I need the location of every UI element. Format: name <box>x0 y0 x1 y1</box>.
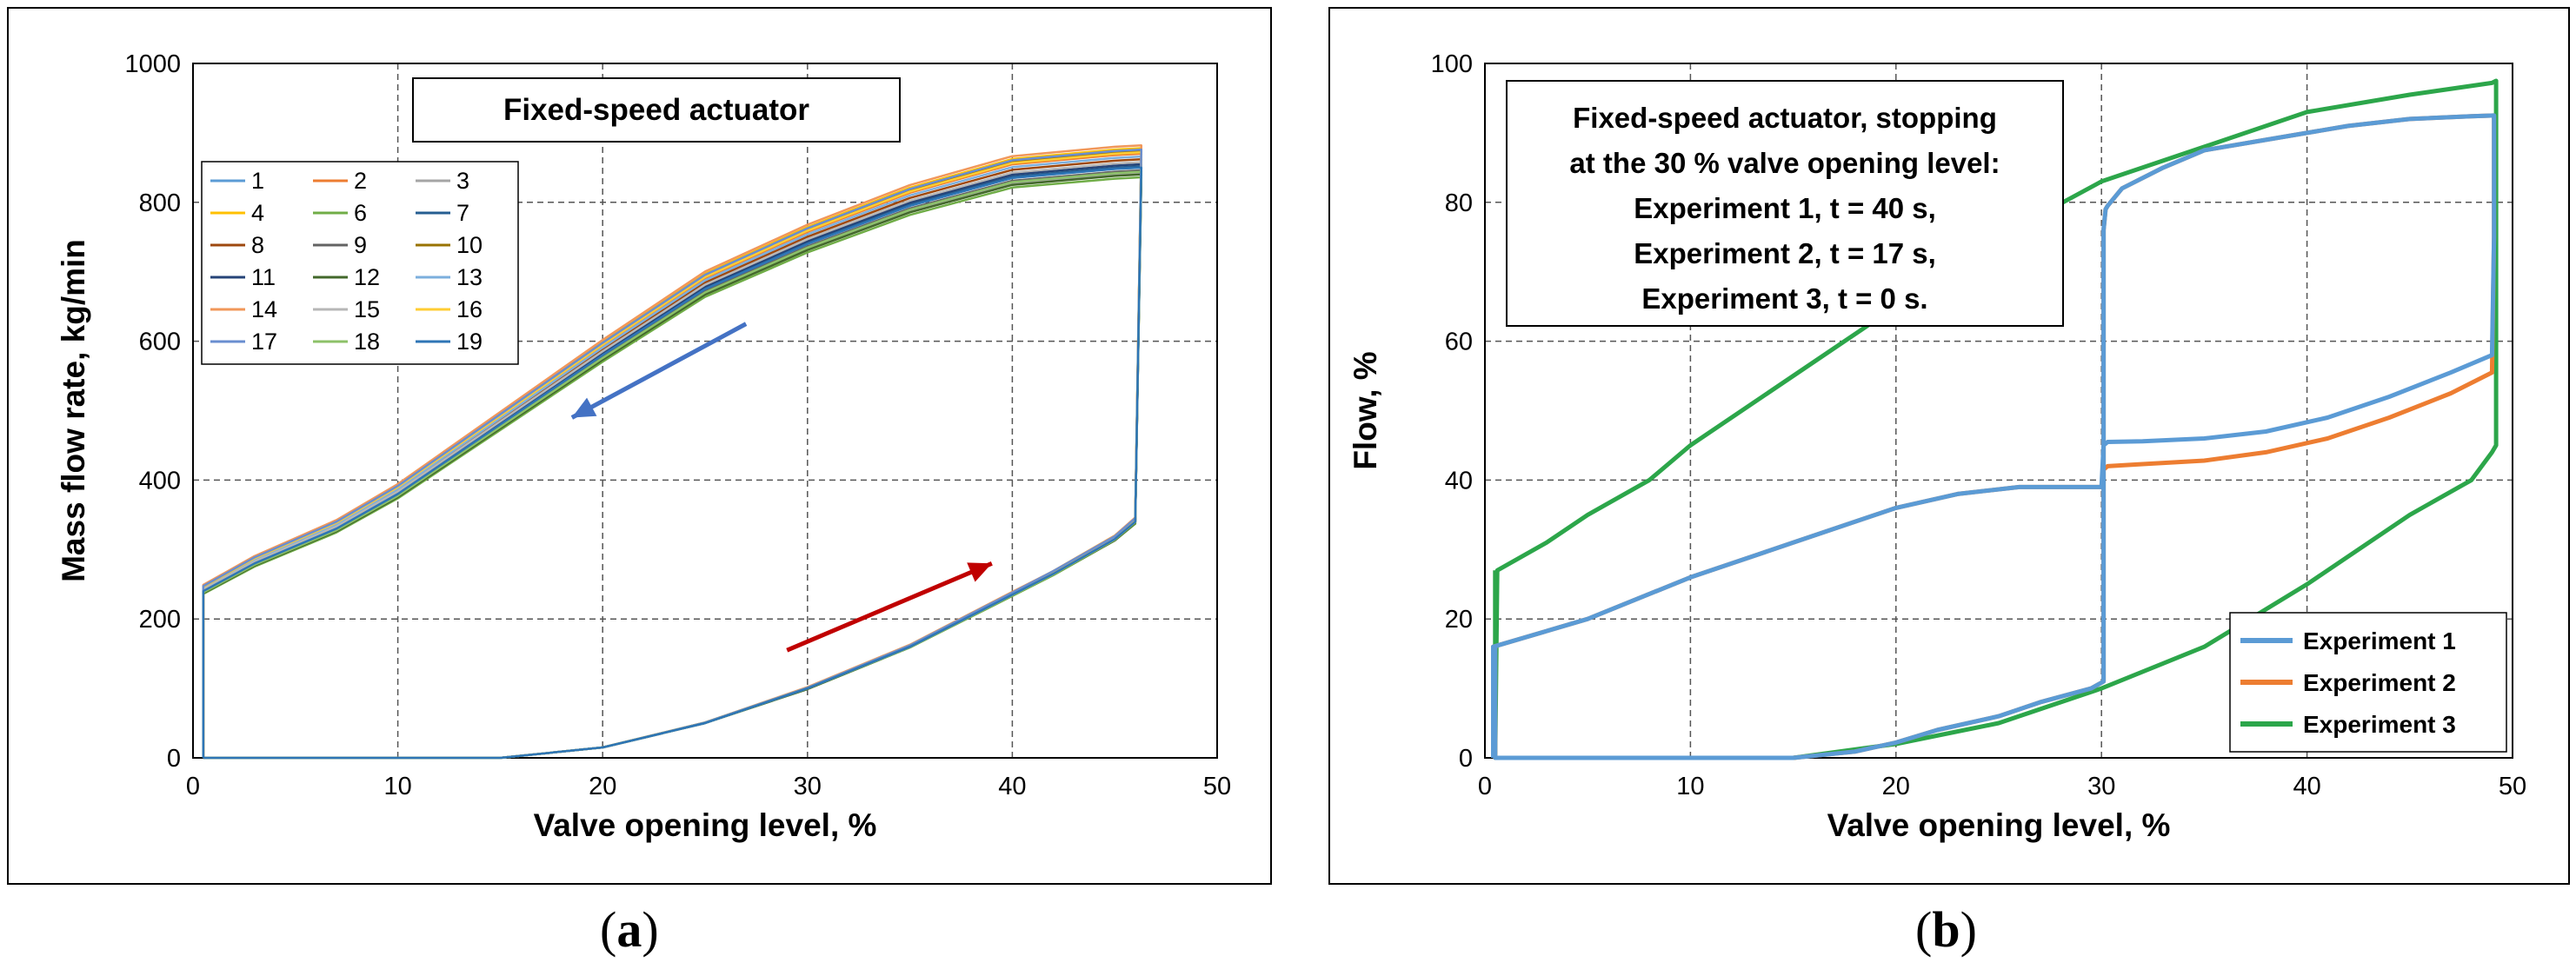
y-tick-label: 0 <box>167 745 181 773</box>
legend-label: 6 <box>354 200 367 226</box>
legend-label: 17 <box>251 329 277 355</box>
series-line-experiment-1 <box>1491 113 2497 760</box>
legend-label: 16 <box>456 296 483 322</box>
y-tick-label: 60 <box>1445 329 1473 356</box>
chart-b: 0 10 20 30 40 50 0 20 40 60 80 100 Valve opening lev… <box>1348 50 2527 843</box>
annotation-box-b: Fixed-speed actuator, stopping at the 30 … <box>1506 80 2064 327</box>
legend-label: 19 <box>456 329 483 355</box>
annotation-line: Experiment 3, t = 0 s. <box>1641 282 1927 315</box>
annotation-line: Fixed-speed actuator, stopping <box>1573 102 1997 134</box>
legend-label: 10 <box>456 232 483 258</box>
y-tick-label: 80 <box>1445 189 1473 217</box>
tick-labels-a: 0 10 20 30 40 50 0 200 400 600 800 1000 <box>124 50 1231 800</box>
series-group-b <box>1491 78 2499 760</box>
legend-label: 15 <box>354 296 380 322</box>
direction-arrow-head <box>967 562 992 582</box>
legend-label: 4 <box>251 200 264 226</box>
title-box-border <box>412 77 901 143</box>
chart-a: 0 10 20 30 40 50 0 200 400 600 800 1000 Valve openin… <box>56 50 1231 843</box>
tick-labels-b: 0 10 20 30 40 50 0 20 40 60 80 100 <box>1431 50 2527 800</box>
legend-label: 14 <box>251 296 277 322</box>
y-tick-label: 400 <box>139 467 181 495</box>
legend-label: 18 <box>354 329 380 355</box>
x-tick-label: 10 <box>1676 773 1704 800</box>
caption-b: (b) <box>1915 901 1977 958</box>
panel-b: 0 10 20 30 40 50 0 20 40 60 80 100 Valve opening lev… <box>1328 7 2570 885</box>
legend-label: 12 <box>354 264 380 290</box>
x-tick-label: 40 <box>998 773 1026 800</box>
annotation-line: at the 30 % valve opening level: <box>1569 147 2000 179</box>
y-tick-label: 40 <box>1445 467 1473 495</box>
panel-a: 0 10 20 30 40 50 0 200 400 600 800 1000 Valve openin… <box>7 7 1272 885</box>
x-tick-label: 0 <box>1478 773 1492 800</box>
y-tick-label: 800 <box>139 189 181 217</box>
x-tick-label: 0 <box>186 773 200 800</box>
y-tick-label: 600 <box>139 329 181 356</box>
y-axis-label: Mass flow rate, kg/min <box>56 239 91 582</box>
direction-arrow-shaft <box>786 561 993 653</box>
legend-label: 8 <box>251 232 264 258</box>
y-tick-label: 20 <box>1445 606 1473 634</box>
y-axis-label: Flow, % <box>1348 351 1383 469</box>
y-tick-label: 200 <box>139 606 181 634</box>
legend-label: 9 <box>354 232 367 258</box>
legend-box <box>2229 612 2507 753</box>
legend-b: Experiment 1 Experiment 2 Experiment 3 <box>2229 612 2507 753</box>
plot-area-border <box>192 63 1218 759</box>
annotation-box-border <box>1506 80 2064 327</box>
legend-label: 13 <box>456 264 483 290</box>
direction-arrow-shaft <box>570 322 748 420</box>
chart-title: Fixed-speed actuator <box>503 93 809 127</box>
annotations-a <box>570 322 993 653</box>
plot-area-border <box>1484 63 2513 759</box>
x-tick-label: 10 <box>383 773 411 800</box>
legend-label: 2 <box>354 168 367 194</box>
legend-label: 1 <box>251 168 264 194</box>
y-tick-label: 0 <box>1459 745 1473 773</box>
legend-label: Experiment 3 <box>2303 711 2456 738</box>
x-tick-label: 40 <box>2293 773 2320 800</box>
series-line-19 <box>202 166 1143 760</box>
x-tick-label: 20 <box>1882 773 1910 800</box>
x-axis-label: Valve opening level, % <box>1827 807 2171 843</box>
x-tick-label: 50 <box>2499 773 2526 800</box>
legend-label: 7 <box>456 200 469 226</box>
x-axis-label: Valve opening level, % <box>534 807 877 843</box>
annotation-line: Experiment 1, t = 40 s, <box>1634 192 1936 224</box>
annotation-line: Experiment 2, t = 17 s, <box>1634 237 1936 269</box>
series-group-a <box>202 144 1143 760</box>
legend-label: Experiment 2 <box>2303 669 2456 696</box>
caption-a: (a) <box>600 901 659 958</box>
x-tick-label: 50 <box>1203 773 1231 800</box>
x-tick-label: 30 <box>2087 773 2115 800</box>
direction-arrow-head <box>571 397 597 418</box>
x-tick-label: 30 <box>794 773 822 800</box>
legend-label: 3 <box>456 168 469 194</box>
y-tick-label: 1000 <box>124 50 181 78</box>
legend-label: 11 <box>251 264 276 290</box>
y-tick-label: 100 <box>1431 50 1473 78</box>
chart-title-box: Fixed-speed actuator <box>412 77 901 143</box>
x-tick-label: 20 <box>589 773 616 800</box>
legend-box <box>201 161 519 365</box>
legend-label: Experiment 1 <box>2303 627 2456 654</box>
